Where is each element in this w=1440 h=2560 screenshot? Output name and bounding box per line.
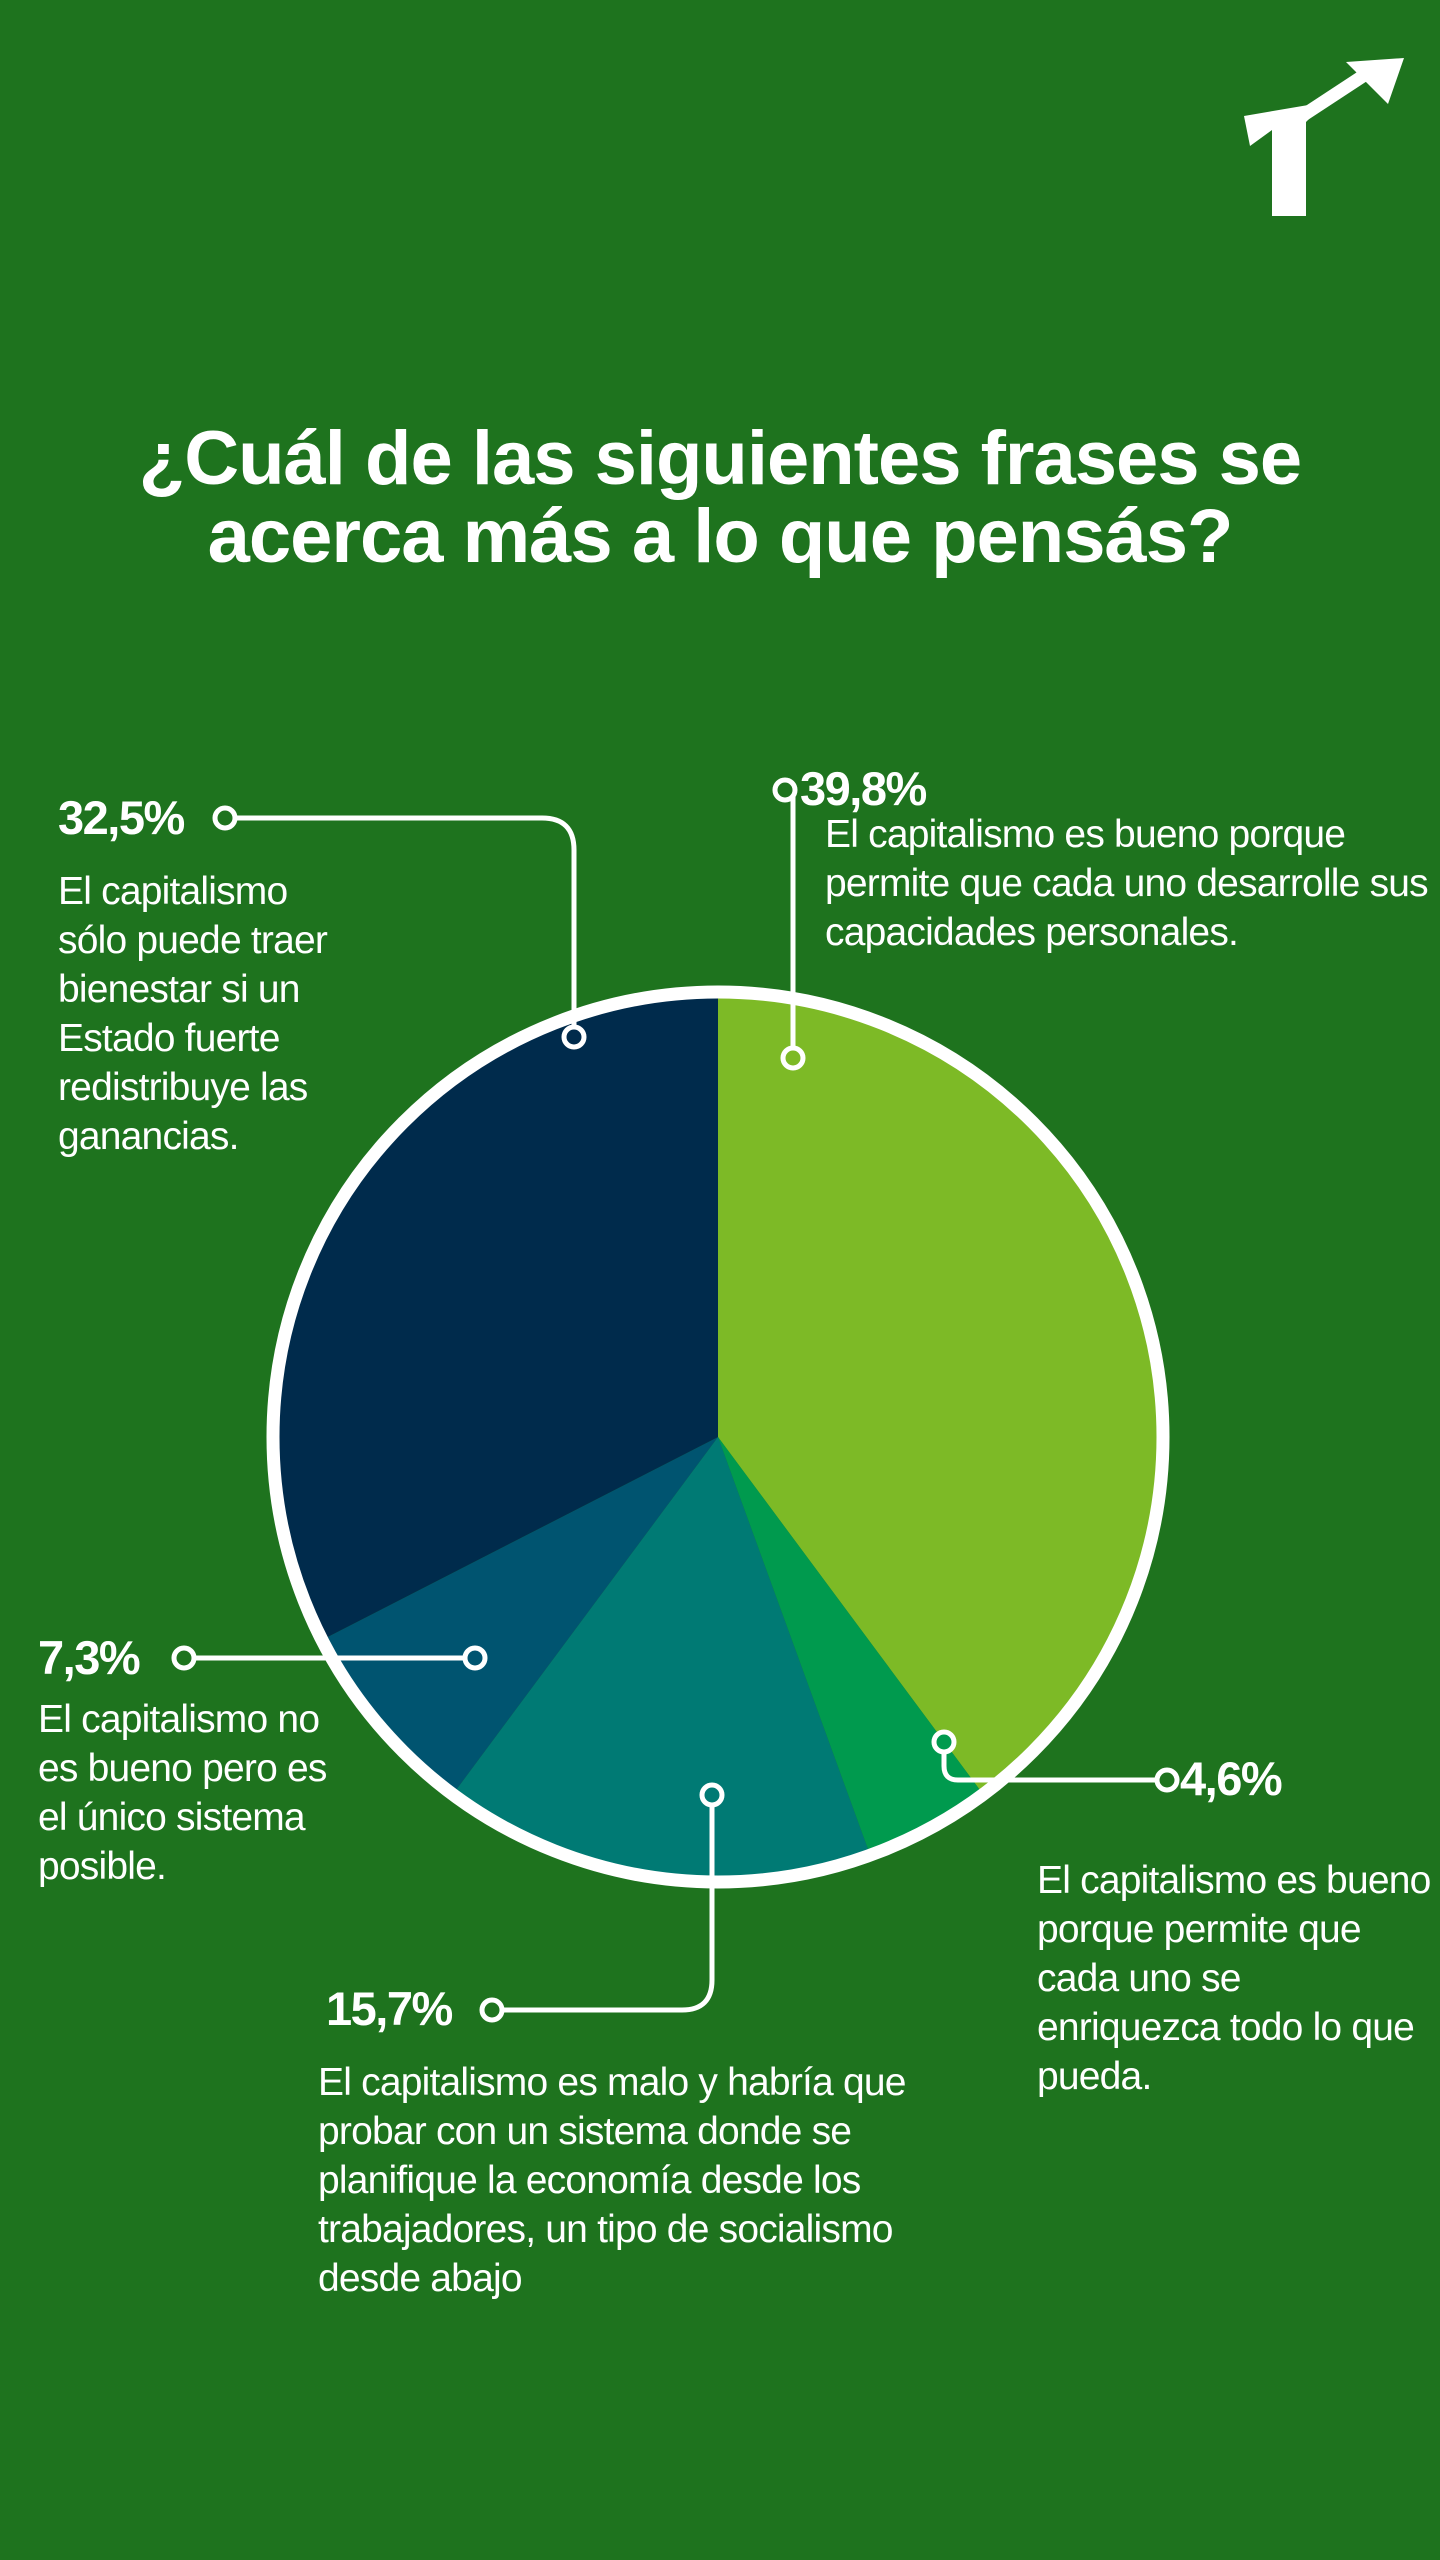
chart-title: ¿Cuál de las siguientes frases se acerca… xyxy=(0,420,1440,576)
slice-description-39-8: El capitalismo es bueno porque permite q… xyxy=(825,813,1429,954)
data-label-32-5: 32,5% xyxy=(58,791,185,844)
leader-dot-7-3-inner xyxy=(462,1645,488,1671)
slice-description-7-3: El capitalismo no es bueno pero es el ún… xyxy=(38,1698,327,1888)
pie-slice-7-3 xyxy=(321,1437,718,1795)
brand-logo xyxy=(1236,56,1406,231)
leader-dot-39-8-inner xyxy=(780,1045,806,1071)
pie-slice-39-8 xyxy=(718,992,1164,1795)
leader-dot-4-6-inner xyxy=(931,1729,957,1755)
leader-dot-32-5-outer xyxy=(212,805,238,831)
pie-slice-15-7 xyxy=(452,1437,871,1883)
slice-description-15-7: El capitalismo es malo y habría que prob… xyxy=(318,2061,906,2300)
data-label-7-3: 7,3% xyxy=(38,1631,141,1684)
leader-dot-39-8-outer xyxy=(772,777,798,803)
leader-dot-7-3-outer xyxy=(171,1645,197,1671)
data-label-15-7: 15,7% xyxy=(326,1982,453,2035)
pie-slice-32-5 xyxy=(273,992,718,1640)
chart-title-line-2: acerca más a lo que pensás? xyxy=(207,494,1234,579)
leader-dot-4-6-outer xyxy=(1154,1767,1180,1793)
slice-description-4-6: El capitalismo es bueno porque permite q… xyxy=(1037,1859,1431,2098)
chart-title-line-1: ¿Cuál de las siguientes frases se xyxy=(138,416,1302,501)
leader-dot-15-7-outer xyxy=(479,1997,505,2023)
leader-dot-32-5-inner xyxy=(561,1024,587,1050)
leader-line-32-5 xyxy=(225,815,577,1037)
data-label-4-6: 4,6% xyxy=(1180,1752,1283,1805)
slice-description-32-5: El capitalismo sólo puede traer bienesta… xyxy=(58,870,328,1158)
pie-slice-4-6 xyxy=(718,1437,984,1856)
leader-line-4-6 xyxy=(941,1742,1167,1783)
leader-line-15-7 xyxy=(492,1795,715,2013)
leader-dot-15-7-inner xyxy=(699,1782,725,1808)
pie-outline xyxy=(266,985,1170,1889)
data-label-39-8: 39,8% xyxy=(800,762,927,815)
